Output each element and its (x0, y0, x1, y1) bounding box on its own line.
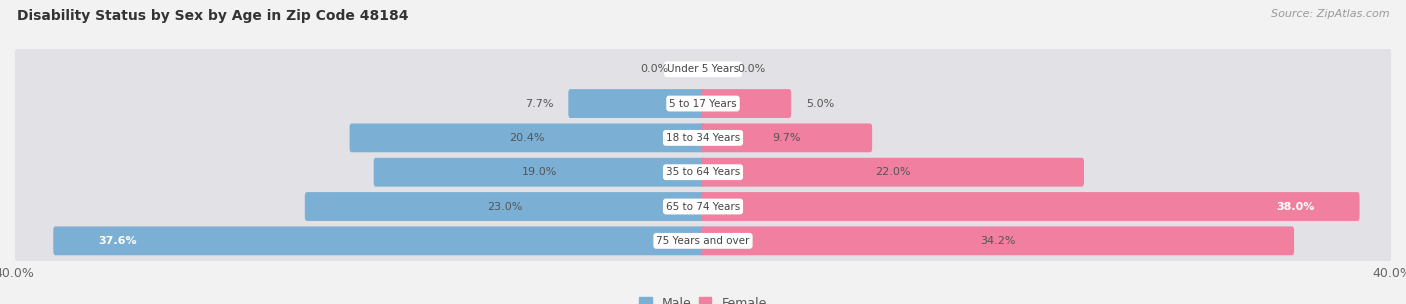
FancyBboxPatch shape (350, 123, 704, 152)
FancyBboxPatch shape (568, 89, 704, 118)
FancyBboxPatch shape (702, 192, 1360, 221)
Legend: Male, Female: Male, Female (634, 292, 772, 304)
FancyBboxPatch shape (15, 183, 1391, 230)
Text: 5 to 17 Years: 5 to 17 Years (669, 98, 737, 109)
Text: 37.6%: 37.6% (98, 236, 136, 246)
FancyBboxPatch shape (15, 46, 1391, 93)
FancyBboxPatch shape (15, 149, 1391, 196)
Text: 23.0%: 23.0% (488, 202, 523, 212)
Text: 0.0%: 0.0% (640, 64, 669, 74)
Text: 35 to 64 Years: 35 to 64 Years (666, 167, 740, 177)
Text: 0.0%: 0.0% (738, 64, 766, 74)
Text: 22.0%: 22.0% (875, 167, 910, 177)
FancyBboxPatch shape (15, 217, 1391, 264)
Text: 19.0%: 19.0% (522, 167, 557, 177)
Text: 65 to 74 Years: 65 to 74 Years (666, 202, 740, 212)
FancyBboxPatch shape (15, 114, 1391, 161)
Text: 75 Years and over: 75 Years and over (657, 236, 749, 246)
Text: Under 5 Years: Under 5 Years (666, 64, 740, 74)
FancyBboxPatch shape (53, 226, 704, 255)
FancyBboxPatch shape (15, 80, 1391, 127)
Text: Source: ZipAtlas.com: Source: ZipAtlas.com (1271, 9, 1389, 19)
Text: 18 to 34 Years: 18 to 34 Years (666, 133, 740, 143)
Text: Disability Status by Sex by Age in Zip Code 48184: Disability Status by Sex by Age in Zip C… (17, 9, 408, 23)
FancyBboxPatch shape (702, 123, 872, 152)
Text: 9.7%: 9.7% (772, 133, 801, 143)
FancyBboxPatch shape (305, 192, 704, 221)
Text: 34.2%: 34.2% (980, 236, 1015, 246)
FancyBboxPatch shape (702, 158, 1084, 187)
Text: 5.0%: 5.0% (807, 98, 835, 109)
FancyBboxPatch shape (702, 226, 1294, 255)
Text: 38.0%: 38.0% (1277, 202, 1315, 212)
Text: 20.4%: 20.4% (509, 133, 546, 143)
FancyBboxPatch shape (374, 158, 704, 187)
FancyBboxPatch shape (702, 89, 792, 118)
Text: 7.7%: 7.7% (524, 98, 553, 109)
